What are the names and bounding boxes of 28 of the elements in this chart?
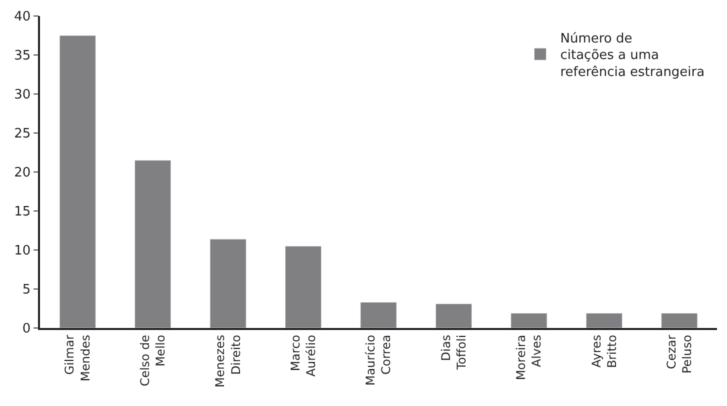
y-tick-label: 30 [14,88,31,103]
legend-label: Número de citações a uma referência estrangeira [560,31,705,80]
x-tick-label: Gilmar Mendes [62,334,92,382]
y-tick-label: 25 [14,126,31,142]
x-tick-label: Moreira Alves [514,334,544,380]
y-tick-label: 10 [14,244,31,259]
x-tick-label: Maurício Correa [364,334,394,386]
x-tick-label: Menezes Direito [213,334,243,388]
bar [435,304,472,328]
x-tick-label: Dias Toffoli [438,334,468,371]
bar [210,238,246,328]
x-tick-label: Ayres Britto [589,334,619,368]
y-tick-label: 35 [14,48,31,64]
bar [59,35,96,328]
bar [284,246,322,328]
bar [510,312,548,328]
x-tick-label: Celso de Mello [138,334,168,386]
y-tick-label: 5 [22,282,31,298]
y-tick-label: 15 [14,204,31,220]
bar [586,312,622,328]
y-tick-label: 20 [14,166,31,181]
x-tick-label: Marco Aurélio [288,334,318,377]
x-tick-label: Cezar Peluso [664,334,694,374]
y-tick-label: 40 [14,10,31,25]
bar [661,312,698,328]
bar [360,302,397,328]
bar [134,160,172,328]
y-tick-label: 0 [22,322,31,337]
